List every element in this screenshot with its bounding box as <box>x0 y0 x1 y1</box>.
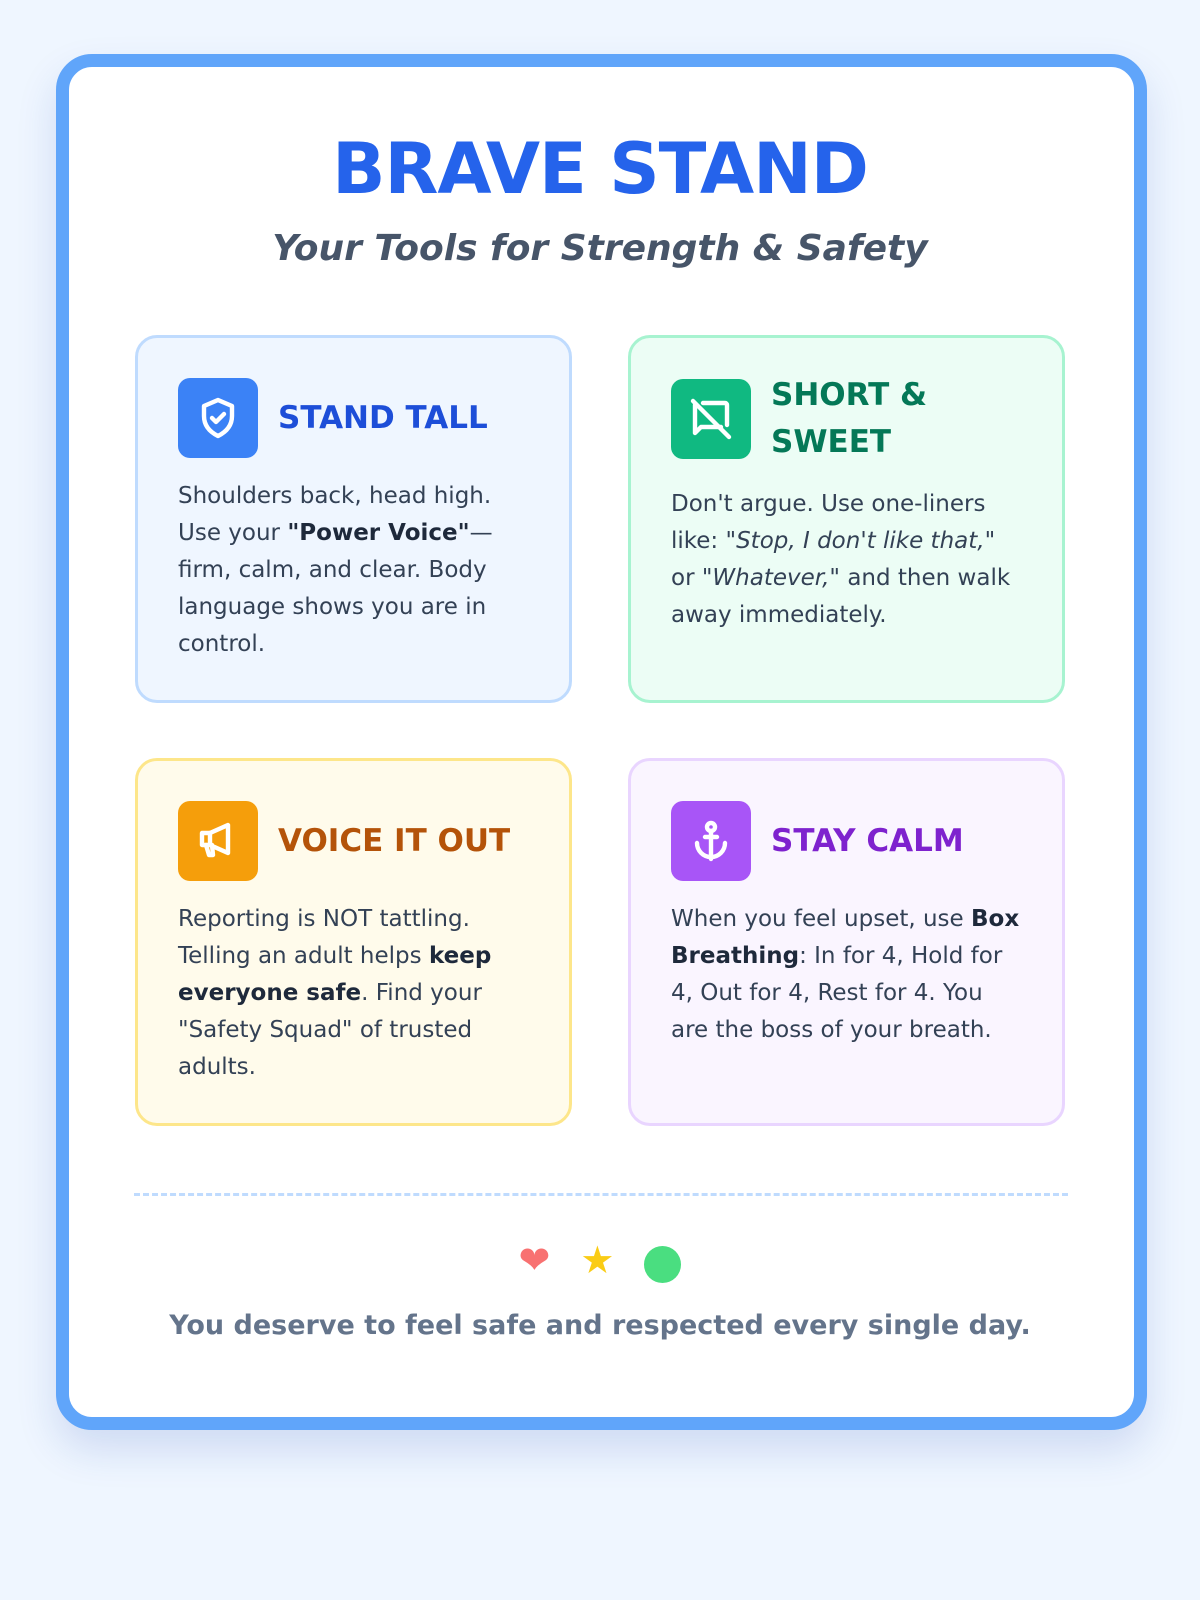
card-voice-it-out: VOICE IT OUT Reporting is NOT tattling. … <box>135 758 572 1126</box>
card-text: Don't argue. Use one-liners like: "Stop,… <box>671 491 1011 628</box>
heart-icon: ❤ <box>518 1238 551 1282</box>
footer-text: You deserve to feel safe and respected e… <box>169 1310 1031 1341</box>
card-text: When you feel upset, use Box Breathing: … <box>671 906 1020 1043</box>
card-title: STAY CALM <box>771 822 964 859</box>
card-text: Shoulders back, head high. Use your "Pow… <box>178 483 493 657</box>
card-short-sweet: SHORT & SWEET Don't argue. Use one-liner… <box>628 335 1065 703</box>
card-title: SHORT & SWEET <box>771 377 928 460</box>
card-title: STAND TALL <box>278 399 488 436</box>
card-text: Reporting is NOT tattling. Telling an ad… <box>178 906 492 1080</box>
circle-icon <box>644 1246 682 1283</box>
message-off-icon <box>671 379 751 459</box>
star-icon: ★ <box>580 1238 615 1282</box>
anchor-icon <box>671 801 751 881</box>
card-stand-tall: STAND TALL Shoulders back, head high. Us… <box>135 335 572 703</box>
card-stay-calm: STAY CALM When you feel upset, use Box B… <box>628 758 1065 1126</box>
poster-card <box>56 54 1147 1430</box>
page-title: BRAVE STAND <box>332 128 869 210</box>
divider <box>134 1193 1068 1196</box>
shield-check-icon <box>178 378 258 458</box>
megaphone-icon <box>178 801 258 881</box>
page-subtitle: Your Tools for Strength & Safety <box>272 228 928 269</box>
card-title: VOICE IT OUT <box>278 822 511 859</box>
